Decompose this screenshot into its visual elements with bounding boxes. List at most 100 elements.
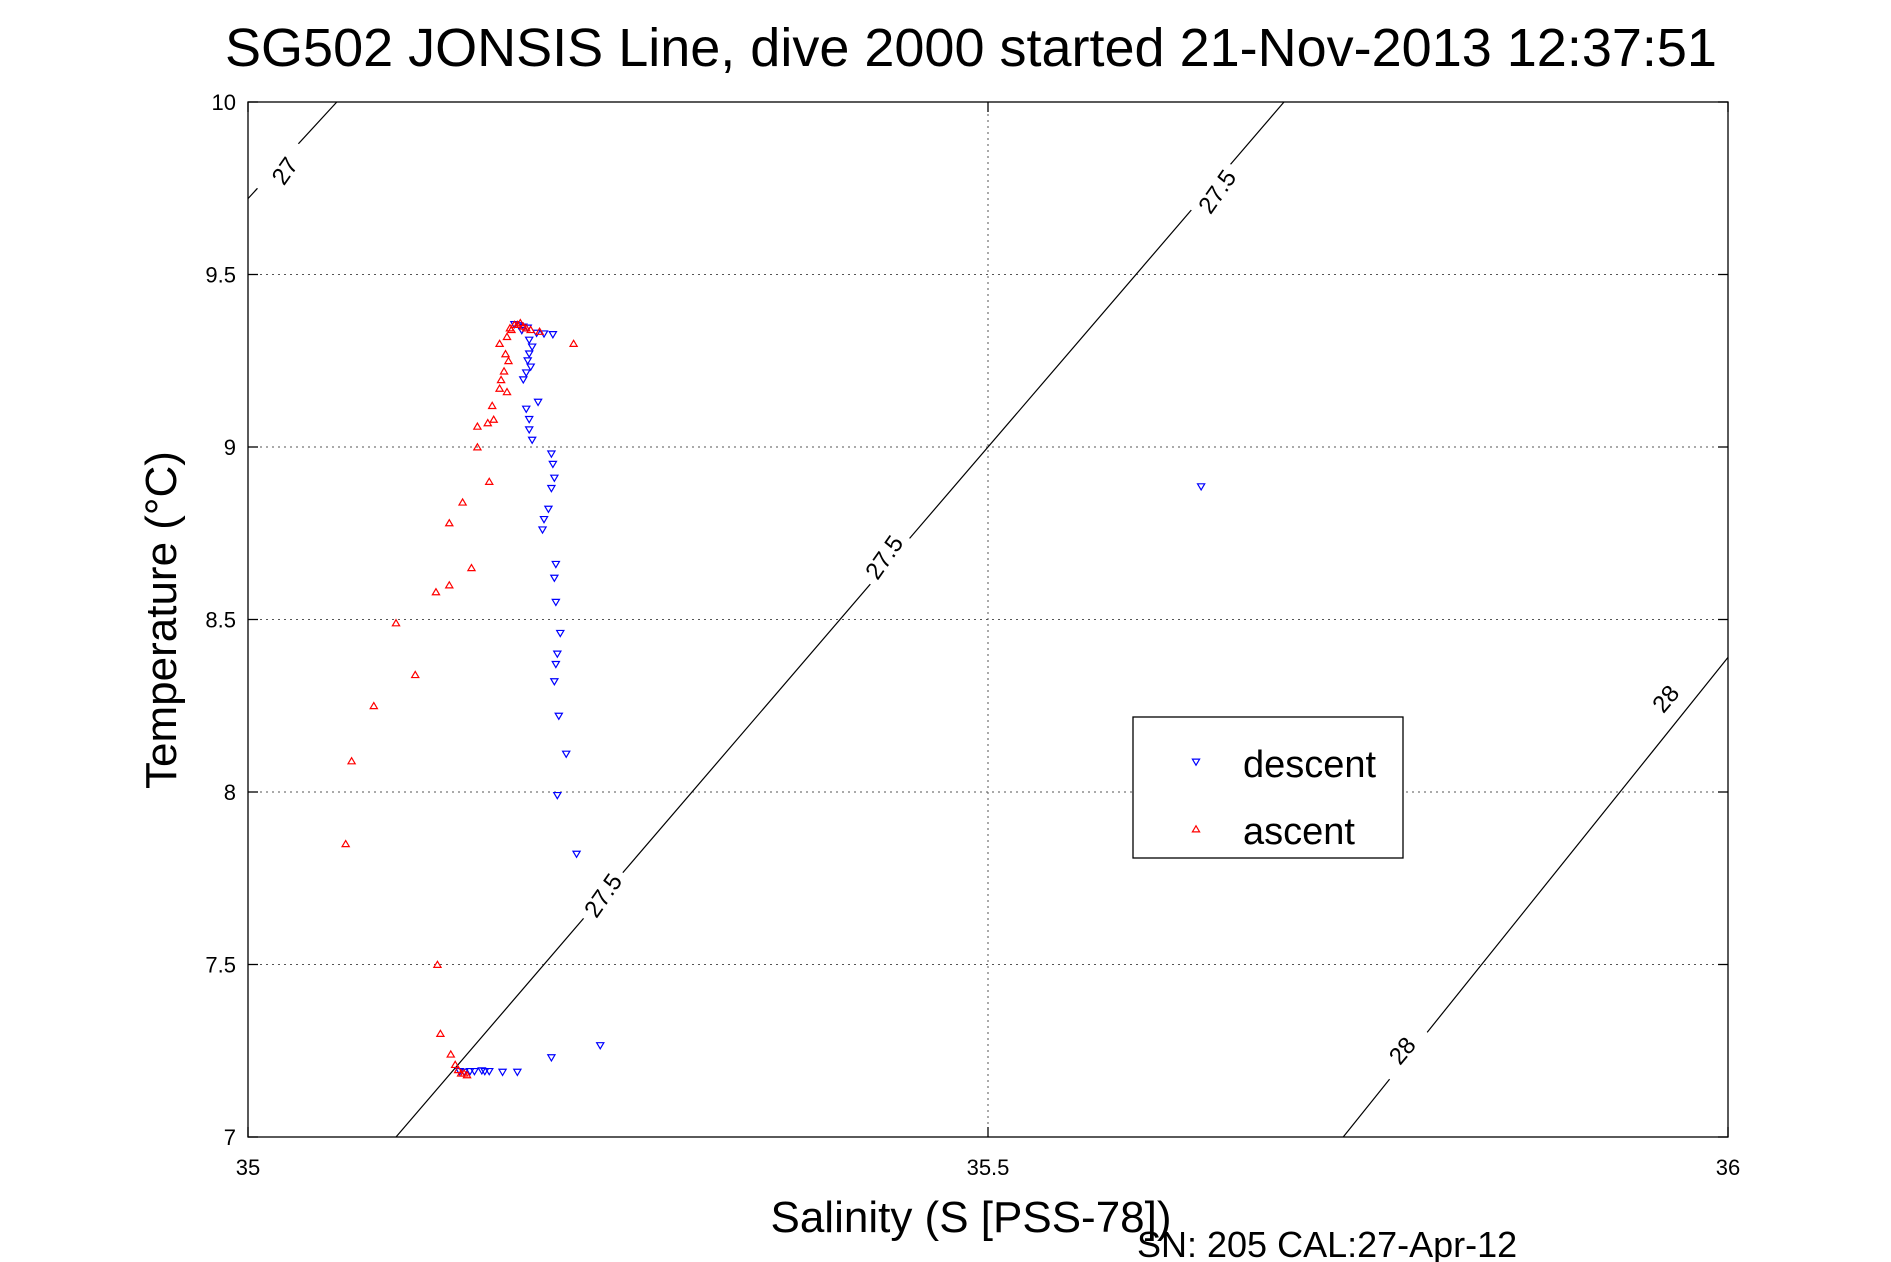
ascent-point [446,1049,456,1058]
descent-point [549,678,560,687]
descent-point [537,526,548,535]
ascent-point [502,387,512,396]
descent-point [512,1068,523,1077]
ascent-point [369,701,379,710]
contour-label-background [254,137,316,205]
ascent-point [484,477,494,485]
ascent-point [453,1065,463,1074]
calibration-footnote: SN: 205 CAL:27-Apr-12 [1137,1224,1517,1262]
descent-point [524,336,534,345]
descent-point [551,660,561,669]
ascent-point [521,323,531,332]
ascent-point [459,1068,469,1077]
ascent-point [450,1060,460,1069]
descent-point [539,515,549,524]
legend-label-ascent: ascent [1243,811,1355,853]
descent-point [551,560,561,569]
descent-point [524,415,534,424]
descent-point [524,426,534,435]
descent-point [546,1054,557,1063]
contour-label-background [854,523,915,592]
ascent-point [505,323,515,332]
ascent-point [499,366,509,375]
legend-marker-ascent [1191,824,1201,833]
legend-label-descent: descent [1243,744,1377,786]
y-tick-label: 9 [224,435,236,460]
descent-point [521,369,531,378]
ascent-point [494,383,505,392]
ascent-point [444,580,454,589]
ascent-point [494,339,505,347]
density-contour-27-5 [395,101,1285,1138]
descent-point [543,505,554,514]
ascent-point [457,497,468,506]
descent-point [552,650,562,659]
descent-point [549,574,560,583]
ascent-point [346,756,357,765]
ascent-point [462,1070,472,1079]
ascent-point [515,318,525,327]
descent-point [526,363,536,372]
y-tick-label: 8 [224,780,236,805]
descent-point [548,460,558,469]
ascent-point [509,320,520,329]
descent-point [518,376,528,385]
descent-point [561,750,571,759]
ascent-point [503,356,514,365]
ascent-point [472,442,483,451]
descent-point [571,850,582,859]
descent-point [549,474,560,483]
descent-point [552,791,562,800]
descent-point [531,329,542,338]
descent-point [484,1067,494,1076]
legend-box [1132,716,1404,859]
descent-point [555,629,565,638]
ascent-point [496,375,506,384]
descent-point [546,450,557,459]
descent-point [524,350,534,359]
ascent-point [534,327,545,335]
x-tick-label: 35.5 [967,1155,1010,1180]
descent-point [477,1067,487,1076]
descent-point [527,343,537,352]
ascent-point [435,1029,446,1037]
descent-point [595,1042,605,1050]
ascent-point [502,332,512,341]
y-tick-label: 9.5 [205,263,236,288]
ascent-point [431,587,441,596]
descent-point [546,484,557,493]
y-tick-label: 10 [212,90,236,115]
ascent-point [391,618,401,627]
x-tick-label: 36 [1716,1155,1740,1180]
grid-lines [248,102,1728,1137]
descent-point [554,712,564,721]
data-points [341,318,1206,1079]
contour-label-background [1370,1017,1434,1085]
ascent-point [526,325,536,334]
ascent-point [444,518,454,527]
contour-label-background [572,861,634,930]
descent-point [533,398,543,407]
descent-point [465,1067,475,1076]
y-tick-label: 7 [224,1125,236,1150]
y-axis-label: Temperature (°C) [137,451,186,789]
legend: descent ascent [1132,716,1404,859]
y-tick-label: 8.5 [205,608,236,633]
ascent-point [432,960,443,968]
legend-marker-descent [1191,758,1201,767]
y-tick-label: 7.5 [205,953,236,978]
ascent-point [489,414,499,423]
x-tick-label: 35 [236,1155,260,1180]
ascent-point [568,339,579,347]
ascent-point [500,349,511,358]
ascent-point [472,421,483,430]
descent-point [527,436,537,445]
ascent-point [410,670,420,679]
ascent-point [487,401,497,410]
chart-title: SG502 JONSIS Line, dive 2000 started 21-… [225,18,1717,78]
descent-point [521,405,531,414]
descent-point [480,1067,490,1076]
contour-label-background [1187,157,1248,226]
